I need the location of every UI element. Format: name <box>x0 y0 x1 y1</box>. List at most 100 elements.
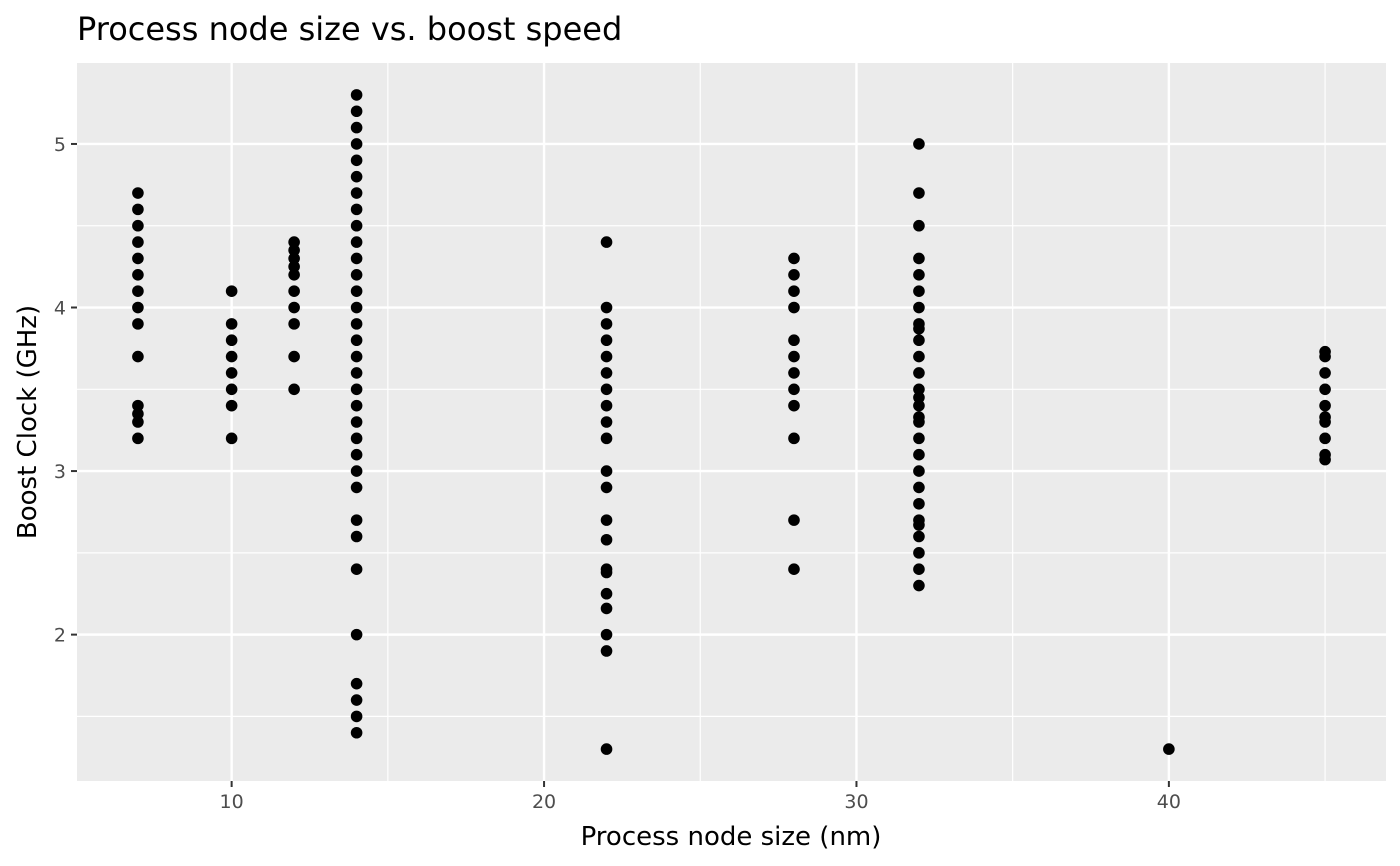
data-point <box>350 105 363 118</box>
data-point <box>350 399 363 412</box>
data-point <box>350 187 363 199</box>
data-point <box>600 514 613 526</box>
data-points <box>132 89 1331 755</box>
chart-title: Process node size vs. boost speed <box>77 10 622 48</box>
data-point <box>132 399 144 412</box>
data-point <box>288 244 300 257</box>
data-point <box>913 187 925 199</box>
data-point <box>1319 416 1331 428</box>
data-point <box>288 269 300 281</box>
data-point <box>600 399 613 412</box>
data-point <box>288 383 300 396</box>
data-point <box>350 726 363 739</box>
data-point <box>788 432 800 445</box>
data-point <box>913 301 925 314</box>
data-point <box>225 334 238 347</box>
data-point <box>788 301 800 314</box>
data-point <box>913 252 925 265</box>
data-point <box>913 334 925 347</box>
data-point <box>913 399 925 412</box>
data-point <box>788 399 800 412</box>
data-point <box>132 301 144 314</box>
data-point <box>132 408 144 420</box>
data-point <box>288 252 300 265</box>
x-tick-label: 40 <box>1157 791 1181 813</box>
data-point <box>600 416 613 428</box>
data-point <box>913 416 925 428</box>
data-point <box>788 269 800 281</box>
data-point <box>913 383 925 396</box>
data-point <box>288 301 300 314</box>
data-point <box>350 301 363 314</box>
data-point <box>788 334 800 347</box>
plot-panel <box>77 63 1386 781</box>
data-point <box>788 350 800 363</box>
data-point <box>350 677 363 690</box>
data-point <box>132 318 144 330</box>
data-point <box>600 432 613 445</box>
data-point <box>350 710 363 723</box>
data-point <box>288 350 300 363</box>
data-point <box>600 236 613 248</box>
data-point <box>600 367 613 379</box>
x-tick-label: 10 <box>220 791 244 813</box>
data-point <box>913 519 925 531</box>
y-tick-label: 4 <box>54 298 66 320</box>
data-point <box>913 465 925 477</box>
y-tick-label: 3 <box>54 461 66 483</box>
data-point <box>1319 383 1331 396</box>
data-point <box>600 628 613 641</box>
data-point <box>225 350 238 363</box>
data-point <box>350 154 363 167</box>
y-axis-title: Boost Clock (GHz) <box>13 305 43 539</box>
data-point <box>350 121 363 134</box>
data-point <box>132 203 144 216</box>
data-point <box>350 448 363 461</box>
data-point <box>913 530 925 543</box>
data-point <box>913 448 925 461</box>
data-point <box>788 563 800 575</box>
data-point <box>600 533 613 546</box>
data-point <box>350 481 363 494</box>
data-point <box>1319 432 1331 445</box>
x-tick-label: 20 <box>532 791 556 813</box>
data-point <box>350 350 363 363</box>
data-point <box>600 465 613 477</box>
data-point <box>913 350 925 363</box>
data-point <box>913 579 925 592</box>
data-point <box>132 269 144 281</box>
data-point <box>913 563 925 575</box>
data-point <box>350 563 363 575</box>
data-point <box>350 89 363 101</box>
data-point <box>132 219 144 232</box>
data-point <box>132 236 144 248</box>
data-point <box>788 252 800 265</box>
data-point <box>913 219 925 232</box>
data-point <box>350 170 363 183</box>
y-tick-label: 2 <box>54 625 66 647</box>
data-point <box>600 743 613 755</box>
data-point <box>350 236 363 248</box>
x-tick-label: 30 <box>844 791 868 813</box>
data-point <box>913 547 925 559</box>
data-point <box>288 318 300 330</box>
data-point <box>350 318 363 330</box>
data-point <box>225 367 238 379</box>
data-point <box>350 334 363 347</box>
data-point <box>350 252 363 265</box>
data-point <box>350 416 363 428</box>
data-point <box>1319 399 1331 412</box>
data-point <box>350 269 363 281</box>
data-point <box>913 285 925 297</box>
data-point <box>600 350 613 363</box>
data-point <box>350 465 363 477</box>
data-point <box>350 285 363 297</box>
data-point <box>600 566 613 579</box>
data-point <box>132 416 144 428</box>
data-point <box>788 285 800 297</box>
data-point <box>1319 350 1331 363</box>
data-point <box>600 318 613 330</box>
data-point <box>288 236 300 248</box>
data-point <box>600 645 613 657</box>
